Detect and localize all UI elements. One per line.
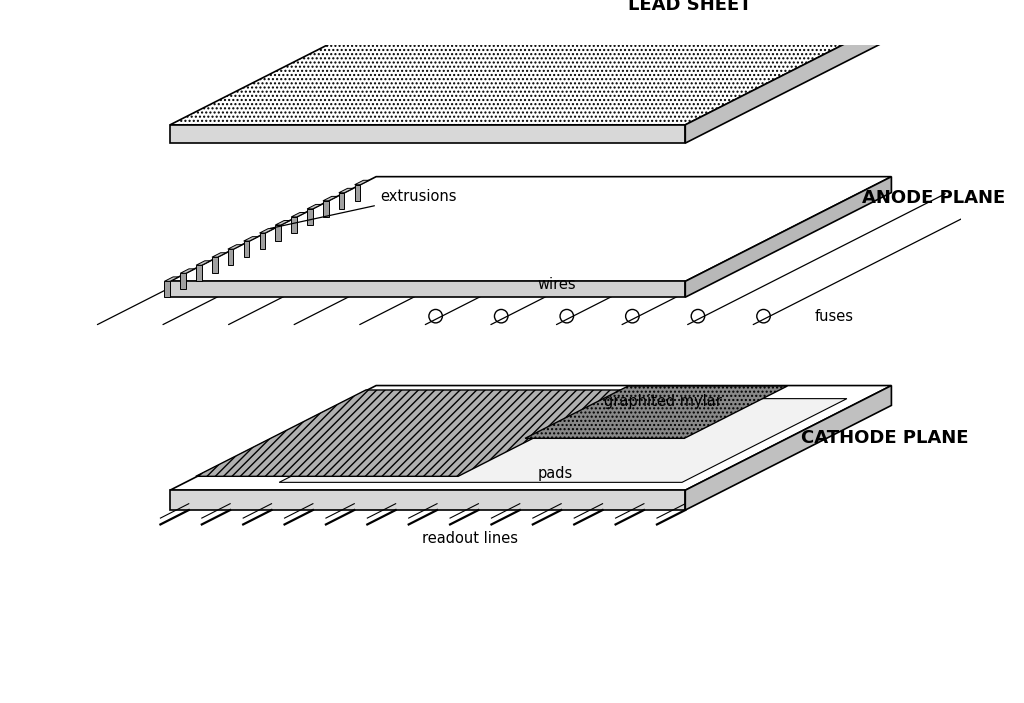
Polygon shape [354,185,360,200]
Polygon shape [170,176,892,281]
Polygon shape [170,490,685,510]
Polygon shape [170,125,685,143]
Polygon shape [227,249,233,265]
Polygon shape [685,385,892,510]
Polygon shape [291,217,297,233]
Text: graphited mylar: graphited mylar [604,394,722,409]
Polygon shape [339,193,344,209]
Polygon shape [165,277,179,281]
Polygon shape [339,188,353,193]
Polygon shape [323,196,337,201]
Polygon shape [354,180,369,185]
Polygon shape [323,201,329,217]
Polygon shape [685,20,892,143]
Polygon shape [170,20,892,125]
Polygon shape [275,225,281,241]
Text: readout lines: readout lines [422,531,518,546]
Text: CATHODE PLANE: CATHODE PLANE [801,429,968,447]
Polygon shape [275,221,290,225]
Text: extrusions: extrusions [270,189,457,228]
Text: wires: wires [538,277,577,292]
Polygon shape [291,212,305,217]
Polygon shape [685,176,892,297]
Polygon shape [280,399,847,482]
Polygon shape [212,253,226,257]
Text: fuses: fuses [815,309,854,323]
Polygon shape [307,209,312,225]
Text: pads: pads [538,466,573,481]
Polygon shape [244,241,249,257]
Polygon shape [259,233,265,249]
Polygon shape [170,385,892,490]
Polygon shape [525,386,787,439]
Polygon shape [196,390,628,477]
Text: ANODE PLANE: ANODE PLANE [862,188,1006,207]
Polygon shape [259,228,273,233]
Polygon shape [170,281,685,297]
Text: LEAD SHEET: LEAD SHEET [628,0,752,14]
Polygon shape [244,237,258,241]
Polygon shape [180,273,186,289]
Polygon shape [180,269,195,273]
Polygon shape [307,205,322,209]
Polygon shape [227,245,242,249]
Polygon shape [165,281,170,297]
Polygon shape [212,257,217,273]
Polygon shape [197,261,211,265]
Polygon shape [197,265,202,281]
